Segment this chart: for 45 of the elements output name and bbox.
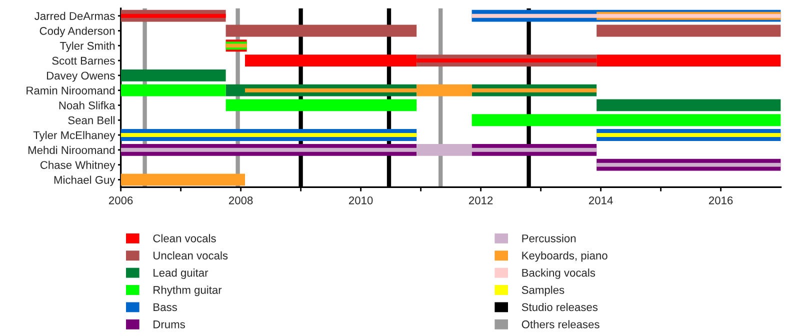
y-tick-label: Chase Whitney [40,160,116,172]
legend-label: Clean vocals [153,234,216,242]
bar [472,14,781,18]
bar [472,114,781,126]
bar [226,99,417,112]
x-tick-label: 2012 [469,196,493,204]
y-tick-label: Michael Guy [54,176,116,186]
legend-label: Drums [154,320,185,328]
x-tick-label: 2010 [349,196,373,204]
y-tick-label: Jarred DeArmas [34,12,115,20]
y-tick-label: Tyler McElhaney [33,130,116,142]
legend-label: Unclean vocals [154,251,228,260]
legend-label: Keyboards, piano [522,251,608,262]
y-tick-label: Davey Owens [46,72,115,82]
legend-label: Others releases [522,320,600,328]
x-tick-label: 2006 [109,196,133,204]
y-tick-label: Noah Slifka [59,101,116,110]
y-tick-label: Mehdi Niroomand [28,146,115,154]
bar [120,133,417,137]
legend-label: Samples [522,286,564,296]
y-tick-label: Ramin Niroomand [26,86,115,94]
y-tick-label: Cody Anderson [40,26,115,38]
legend-label: Rhythm guitar [154,286,222,296]
bar [596,162,781,167]
bar [596,24,781,37]
bar [596,99,781,112]
x-tick-label: 2008 [229,196,253,204]
bar [245,88,597,92]
bar [596,133,781,137]
bar [120,84,226,96]
bar [120,148,597,152]
x-tick-label: 2014 [589,196,613,204]
legend-label: Backing vocals [522,268,596,279]
bar [120,174,245,186]
y-tick-label: Tyler Smith [60,42,115,52]
legend-label: Studio releases [522,302,598,312]
legend-label: Bass [154,303,177,312]
bar [120,14,226,18]
legend-label: Lead guitar [154,268,208,279]
bar [120,69,226,82]
y-tick-label: Scott Barnes [52,56,115,65]
x-tick-label: 2016 [709,196,733,204]
y-tick-label: Sean Bell [68,116,115,124]
bar [226,24,417,37]
legend-label: Percussion [522,234,576,242]
